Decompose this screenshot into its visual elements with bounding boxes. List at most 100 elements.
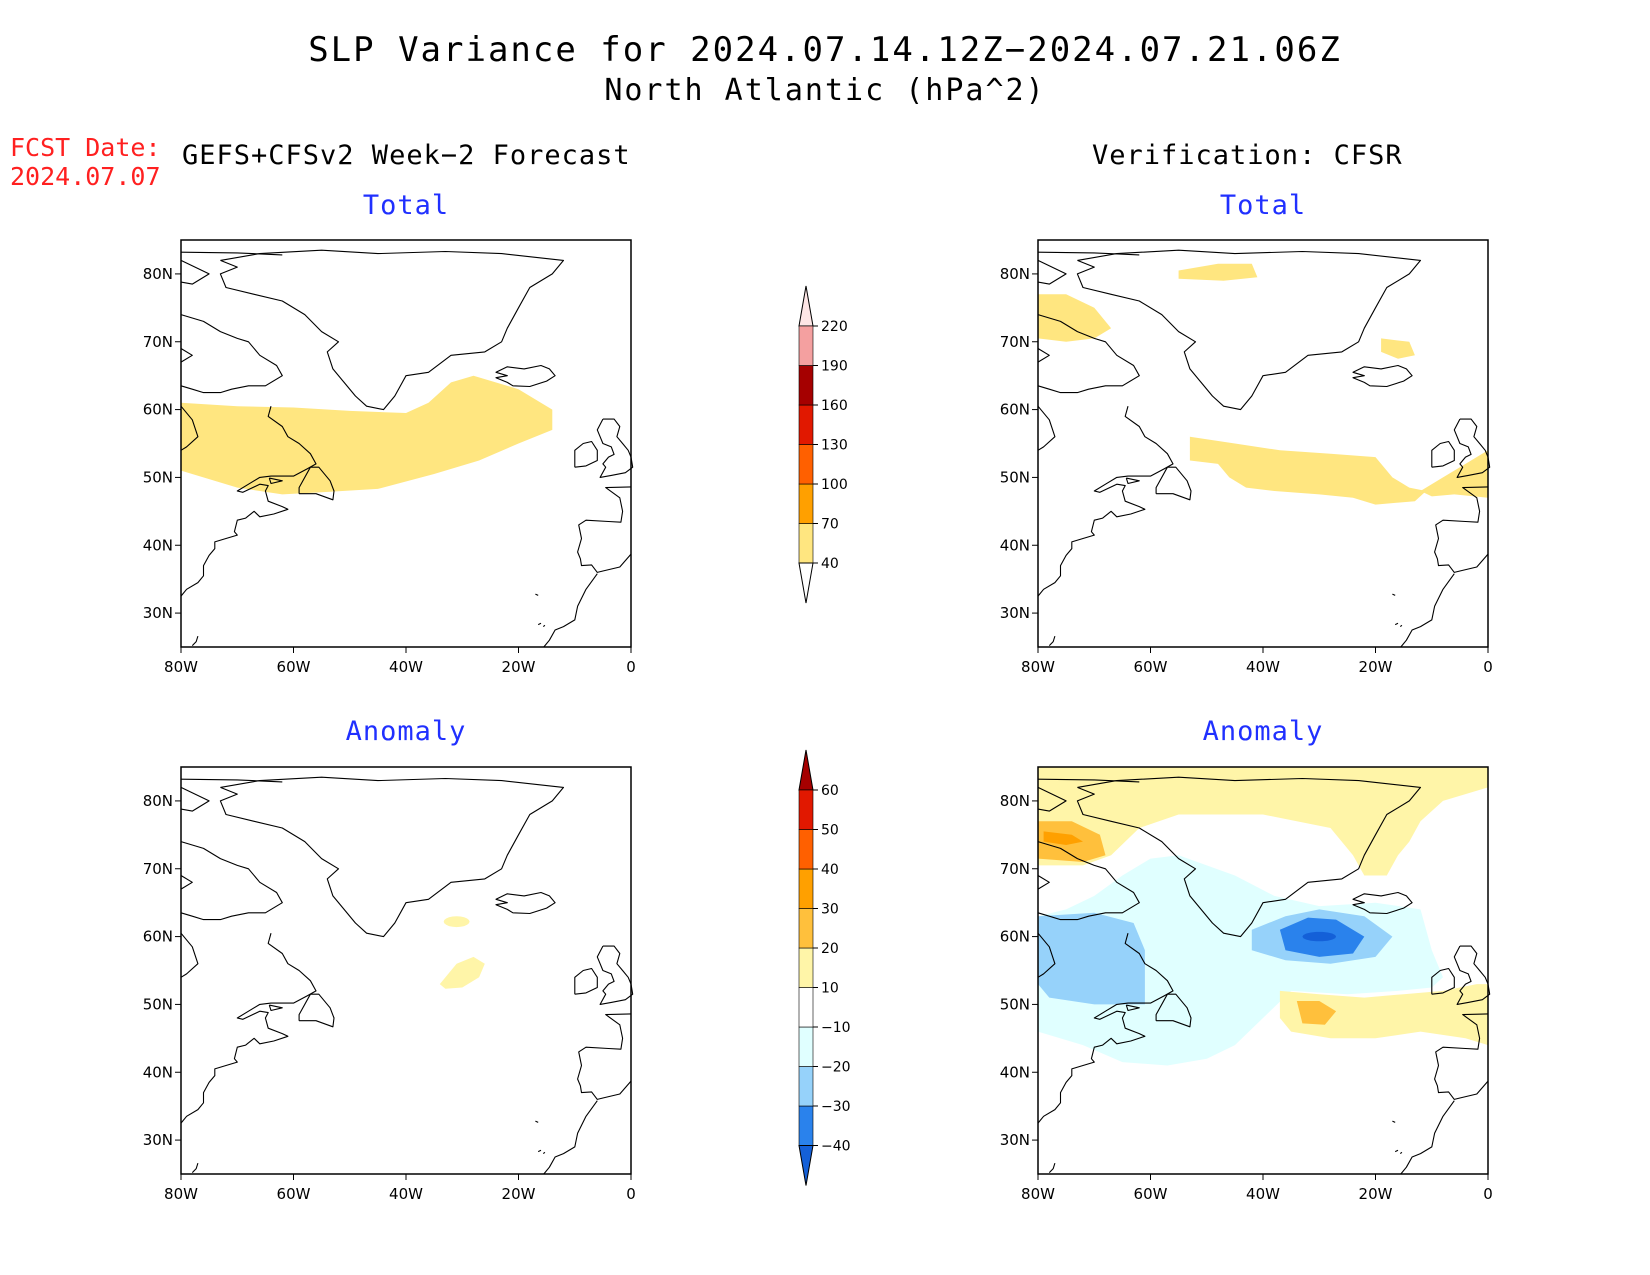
coastline-10 (1352, 891, 1413, 915)
coastline-17 (542, 624, 546, 628)
forecast-total-title: Total (362, 190, 450, 221)
lon-tick-label: 60W (1134, 658, 1168, 676)
coastline-1 (1076, 249, 1422, 411)
cbar-segment (798, 947, 814, 988)
coastline-14 (543, 1100, 598, 1175)
shaded-region-1 (181, 375, 553, 495)
lat-tick-label: 60N (143, 401, 173, 419)
coastlines (1037, 776, 1491, 1175)
coastline-1 (219, 776, 565, 938)
cbar-segment (798, 365, 814, 406)
coastline-11 (1453, 418, 1491, 478)
coastline-17 (542, 1151, 546, 1155)
lon-tick-label: 0 (626, 658, 636, 676)
lat-tick-label: 30N (1000, 1131, 1030, 1149)
lat-tick-label: 40N (143, 1063, 173, 1081)
shaded-region-2 (439, 956, 485, 989)
cbar-label: 190 (821, 359, 848, 375)
coastline-2 (1037, 778, 1140, 783)
cbar-segment (798, 523, 814, 564)
lat-tick-label: 70N (143, 860, 173, 878)
lat-tick-label: 70N (1000, 860, 1030, 878)
main-subtitle: North Atlantic (hPa^2) (604, 73, 1046, 108)
cbar-segment (798, 829, 814, 870)
lat-tick-label: 50N (143, 468, 173, 486)
lat-tick-label: 80N (1000, 265, 1030, 283)
coastline-2 (180, 251, 283, 256)
map-frame (180, 766, 632, 1175)
cbar-segment (798, 1105, 814, 1146)
cbar-label: 10 (821, 981, 839, 997)
lon-tick-label: 80W (1021, 658, 1055, 676)
cbar-top-arrow (798, 749, 814, 791)
coastline-8 (1155, 993, 1192, 1028)
lon-tick-label: 80W (1021, 1185, 1055, 1203)
coastline-15 (535, 1120, 539, 1123)
shaded-region-2 (1178, 263, 1258, 281)
lat-tick-label: 70N (1000, 333, 1030, 351)
coastline-4 (1037, 841, 1140, 921)
coastline-16 (1394, 622, 1399, 626)
coastline-13 (1434, 1013, 1489, 1100)
shaded-region-3 (1381, 338, 1415, 359)
shaded-region-3 (1043, 831, 1083, 845)
coastlines (180, 249, 634, 648)
cbar-label: 60 (821, 783, 839, 799)
coastline-10 (495, 891, 556, 915)
anomaly-colorbar: −40 −30 −20 −10 10 20 30 40 50 60 (798, 749, 851, 1186)
coastline-7 (180, 933, 317, 1124)
cbar-label: 160 (821, 398, 848, 414)
lon-tick-label: 40W (389, 658, 423, 676)
coastline-10 (1352, 364, 1413, 388)
coastline-1 (219, 249, 565, 411)
lon-tick-label: 60W (277, 1185, 311, 1203)
coastline-14 (1400, 1100, 1455, 1175)
lat-tick-label: 60N (143, 928, 173, 946)
shaded-region-10 (1296, 1001, 1337, 1025)
coastline-9 (268, 477, 283, 485)
coastline-12 (574, 967, 598, 995)
cbar-segment (798, 483, 814, 524)
shaded-region-1 (443, 916, 470, 928)
coastline-8 (298, 993, 335, 1028)
cbar-bottom-arrow (798, 1145, 814, 1186)
coastline-13 (577, 1013, 632, 1100)
coastline-14 (543, 573, 598, 648)
coastline-16 (1394, 1149, 1399, 1153)
cbar-label: −10 (821, 1020, 851, 1036)
cbar-bottom-tip (798, 562, 814, 604)
cbar-segment (798, 1026, 814, 1067)
coastline-11 (596, 945, 634, 1005)
coastline-1 (1076, 776, 1422, 938)
coastline-4 (180, 314, 283, 394)
coastline-13 (577, 486, 632, 573)
cbar-label: 30 (821, 902, 839, 918)
coastline-17 (1399, 624, 1403, 628)
cbar-segment (798, 444, 814, 485)
coastline-7 (1037, 406, 1174, 597)
coastline-11 (1453, 945, 1491, 1005)
lat-tick-label: 80N (143, 792, 173, 810)
shaded-region-4 (1189, 436, 1427, 505)
cbar-label: 70 (821, 517, 839, 533)
lon-tick-label: 0 (626, 1185, 636, 1203)
coastline-5 (180, 875, 193, 890)
lon-tick-label: 60W (277, 658, 311, 676)
coastline-18 (1048, 1162, 1056, 1173)
verification-total-map: 80W 60W 40W 20W 0 80N 70N 60N 50N 40N 30N (1000, 239, 1493, 676)
cbar-segment (798, 868, 814, 909)
coastline-12 (1431, 967, 1455, 995)
cbar-top-tip (798, 285, 814, 327)
coastline-3 (180, 259, 210, 285)
lat-tick-label: 80N (1000, 792, 1030, 810)
coastline-6 (1037, 932, 1056, 978)
lat-tick-label: 40N (143, 536, 173, 554)
lat-tick-label: 50N (143, 995, 173, 1013)
cbar-label: 100 (821, 477, 848, 493)
cbar-label: 40 (821, 556, 839, 572)
coastline-15 (535, 593, 539, 596)
coastline-8 (298, 466, 335, 501)
lat-tick-label: 40N (1000, 1063, 1030, 1081)
lon-tick-label: 0 (1483, 658, 1493, 676)
coastline-16 (537, 622, 542, 626)
